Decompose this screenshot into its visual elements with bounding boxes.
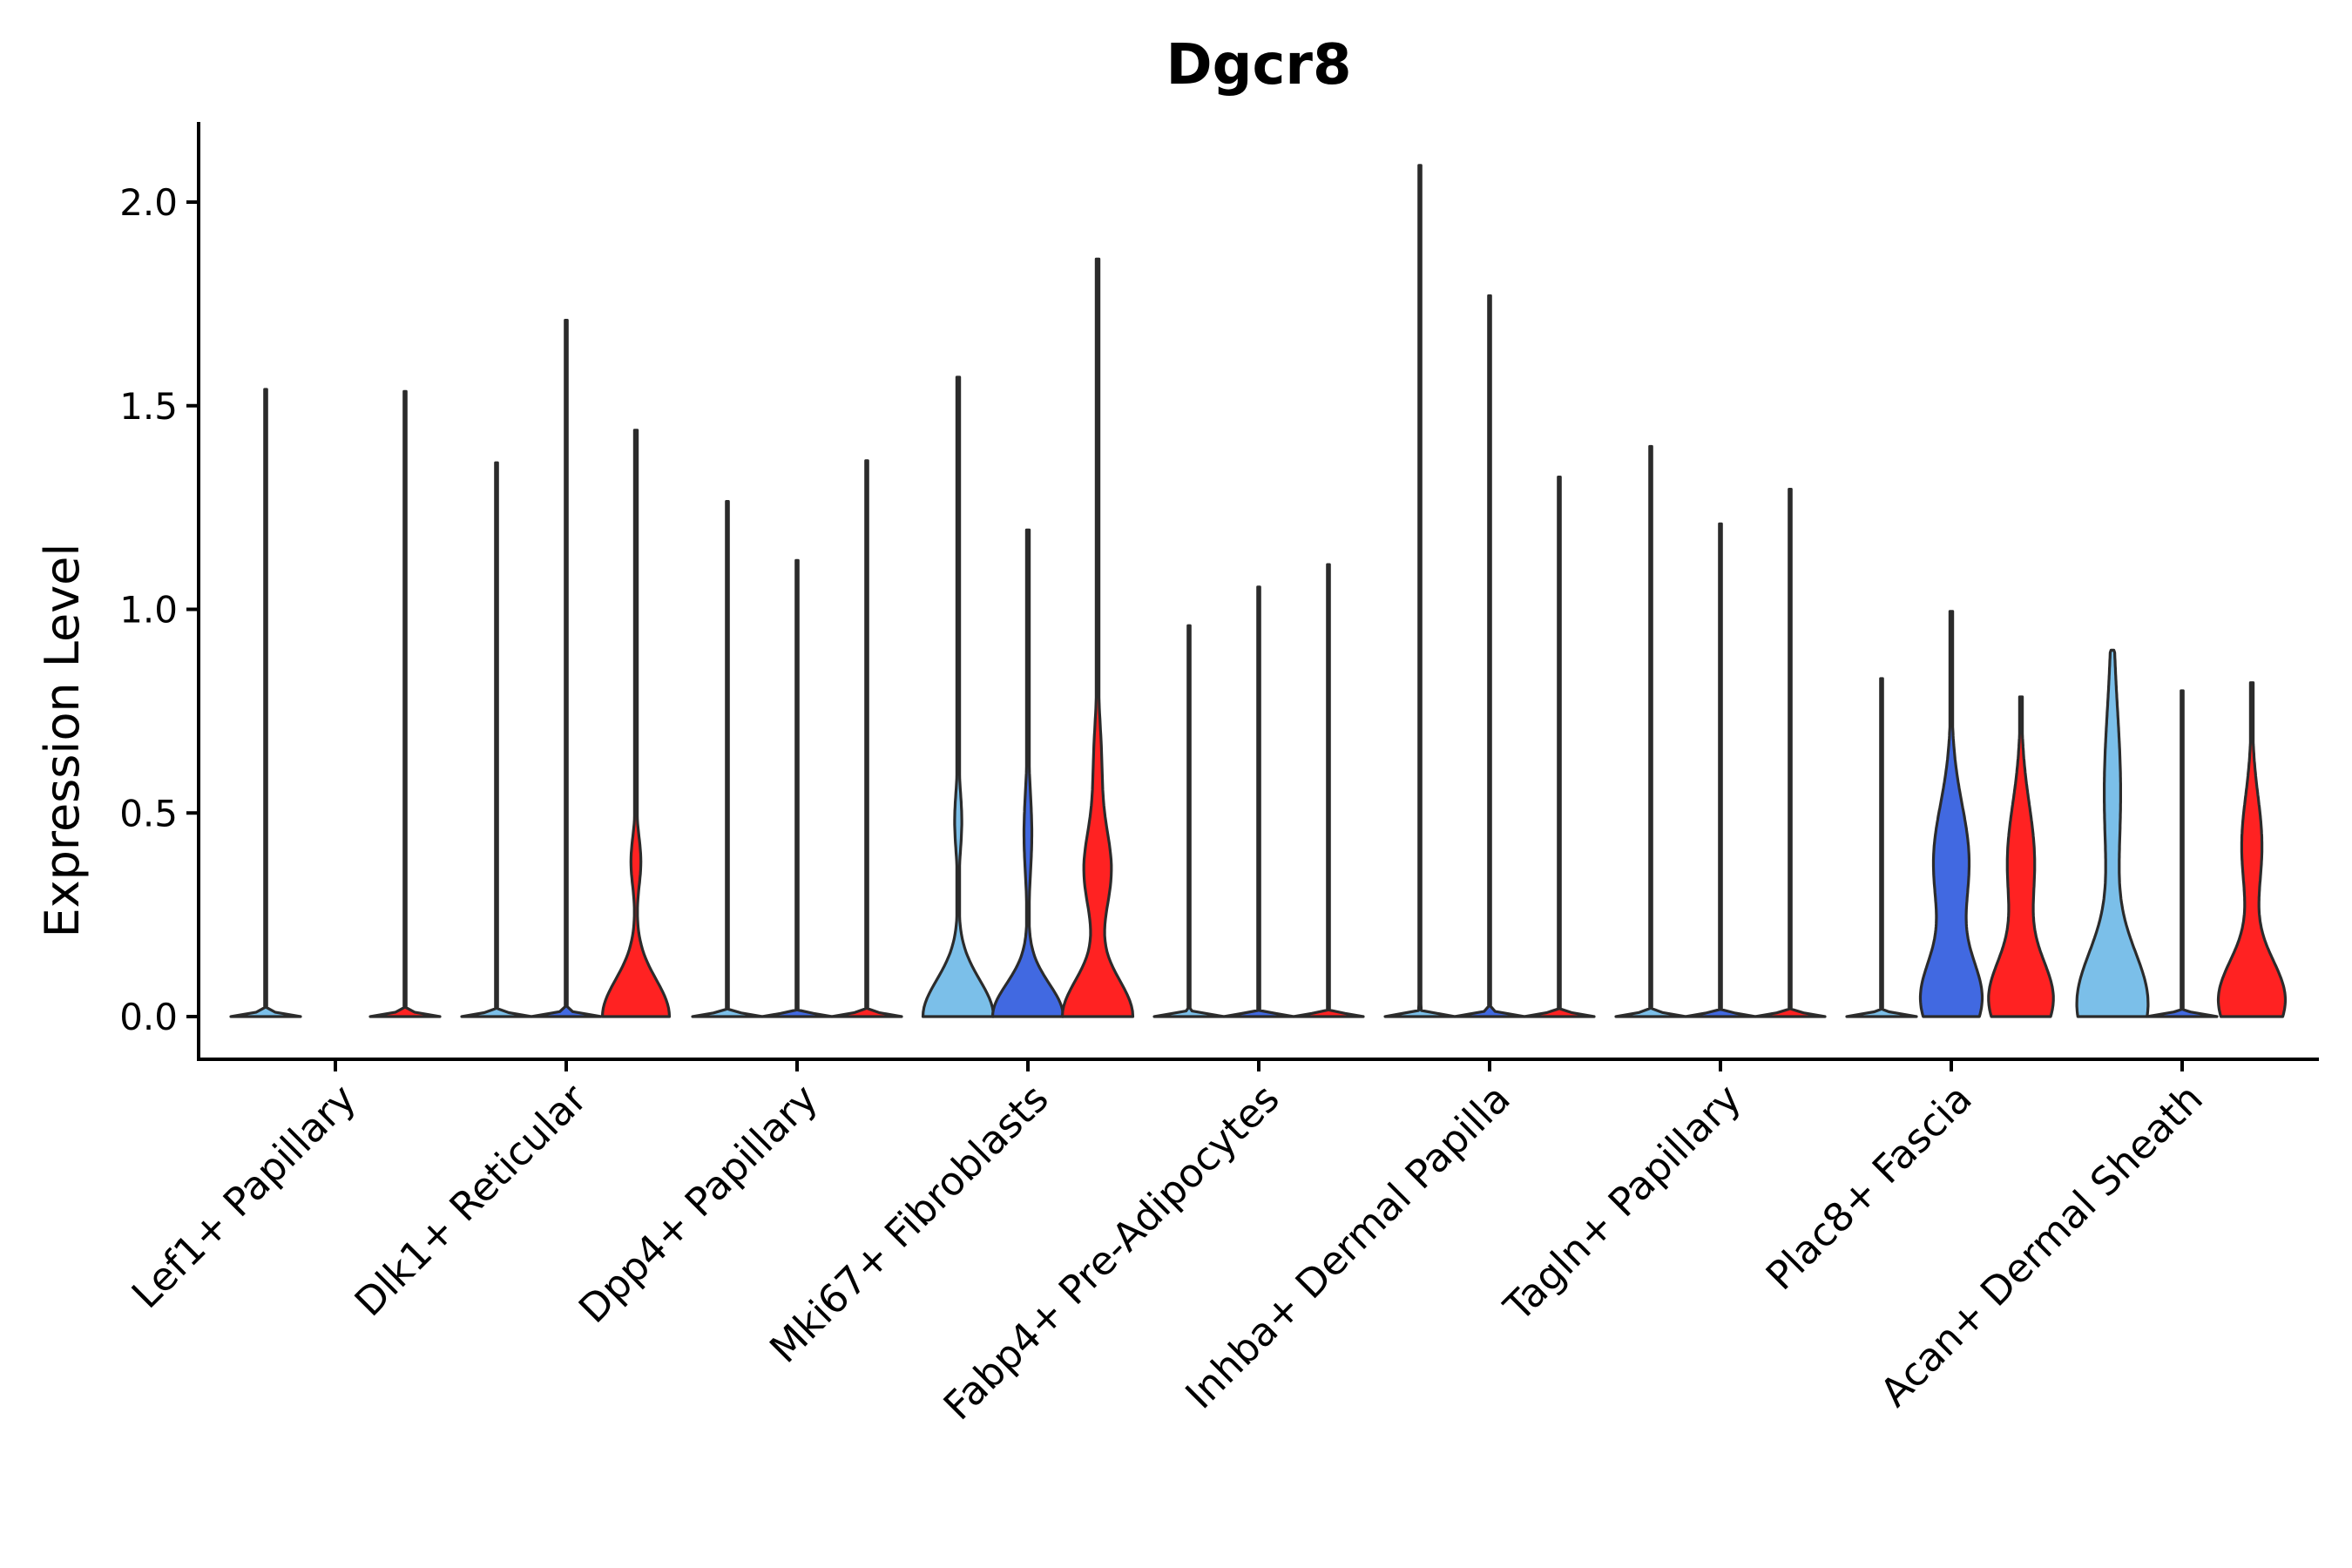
violin-group-3-cat-5 [1523, 476, 1596, 1018]
violin-group-1-cat-3 [921, 375, 996, 1018]
y-tick-label: 0.5 [119, 792, 178, 835]
violin-group-3-cat-8 [2216, 681, 2288, 1018]
x-category-label: Dpp4+ Papillary [570, 1075, 827, 1332]
x-category-label: Lef1+ Papillary [123, 1075, 365, 1317]
violin-group-3-cat-2 [830, 459, 903, 1018]
violin-group-2-cat-7 [1918, 610, 1984, 1018]
x-category-label: Tagln+ Papillary [1495, 1075, 1750, 1330]
violin-group-3-cat-3 [1060, 257, 1135, 1018]
violins-layer [229, 164, 2288, 1018]
violin-group-3-cat-7 [1987, 695, 2055, 1018]
chart-title: Dgcr8 [1166, 33, 1352, 98]
violin-group-1-cat-4 [1152, 624, 1226, 1018]
violin-group-1-cat-0 [229, 388, 302, 1018]
x-category-label: Dlk1+ Reticular [346, 1075, 596, 1325]
violin-group-1-cat-7 [1845, 677, 1918, 1018]
violin-group-1-cat-6 [1614, 444, 1687, 1018]
violin-group-2-cat-1 [530, 319, 603, 1018]
violin-group-2-cat-5 [1453, 294, 1526, 1018]
y-axis-title: Expression Level [35, 544, 90, 938]
violin-group-3-cat-0 [368, 389, 442, 1018]
violin-group-2-cat-3 [990, 528, 1065, 1018]
y-tick-label: 1.0 [119, 589, 178, 632]
violin-group-2-cat-6 [1684, 522, 1757, 1018]
violin-group-2-cat-2 [760, 558, 834, 1018]
violin-group-2-cat-4 [1222, 585, 1295, 1018]
violin-group-3-cat-1 [600, 429, 672, 1018]
violin-group-1-cat-1 [460, 461, 533, 1018]
y-tick-label: 0.0 [119, 996, 178, 1038]
violin-group-3-cat-4 [1292, 563, 1365, 1018]
y-ticks-layer: 0.0 0.5 1.0 1.5 2.0 [119, 181, 199, 1038]
violin-group-1-cat-8 [2075, 648, 2150, 1018]
violin-group-3-cat-6 [1754, 488, 1827, 1018]
violin-group-1-cat-2 [691, 500, 764, 1018]
x-category-label: Plac8+ Fascia [1757, 1075, 1981, 1299]
y-tick-label: 1.5 [119, 385, 178, 428]
violin-group-2-cat-8 [2146, 689, 2219, 1018]
violin-group-1-cat-5 [1383, 164, 1456, 1018]
y-tick-label: 2.0 [119, 181, 178, 224]
